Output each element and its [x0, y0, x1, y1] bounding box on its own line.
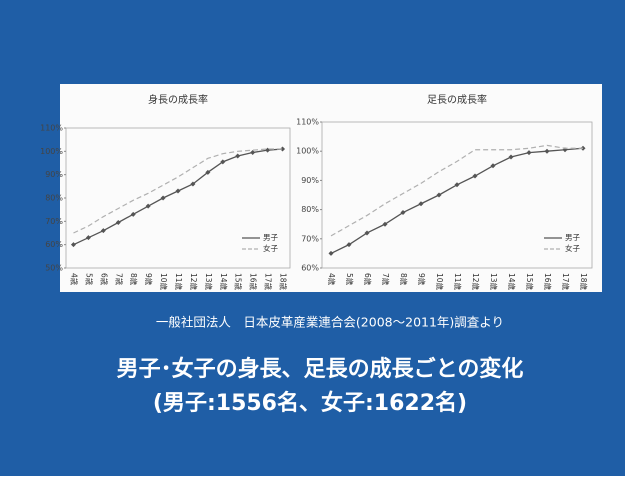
- y-tick-label: 80%: [45, 194, 63, 203]
- point: [436, 192, 442, 198]
- legend-label: 男子: [565, 233, 580, 242]
- series-line: [330, 144, 583, 237]
- point: [190, 181, 196, 187]
- y-tick-label: 110%: [40, 124, 63, 133]
- y-tick-label: 100%: [296, 147, 319, 156]
- plot-frame: [321, 121, 593, 269]
- point: [328, 250, 334, 256]
- legend-label: 男子: [263, 233, 278, 242]
- x-tick-label: 7歳: [114, 273, 124, 286]
- x-tick-label: 17歳: [264, 273, 274, 291]
- point: [250, 150, 256, 155]
- x-tick-label: 5歳: [84, 273, 94, 286]
- series-line: [73, 148, 283, 234]
- point: [508, 154, 514, 160]
- point: [70, 242, 76, 248]
- source: 一般社団法人 日本皮革産業連合会(2008～2011年)調査より: [156, 315, 504, 330]
- y-tick-label: 100%: [40, 147, 63, 156]
- x-tick-label: 14歳: [507, 273, 517, 291]
- chart-panel: [60, 84, 602, 292]
- chart-title: 身長の成長率: [148, 93, 208, 106]
- x-tick-label: 11歳: [453, 273, 463, 291]
- point: [205, 169, 211, 175]
- point: [526, 150, 532, 156]
- x-tick-label: 15歳: [525, 273, 535, 291]
- point: [490, 163, 496, 169]
- x-tick-label: 15歳: [234, 273, 244, 291]
- y-tick-label: 90%: [301, 176, 319, 185]
- y-tick-label: 70%: [301, 234, 319, 243]
- point: [280, 146, 286, 152]
- point: [364, 230, 370, 236]
- x-tick-label: 6歳: [363, 273, 373, 286]
- point: [100, 228, 106, 234]
- x-tick-label: 5歳: [345, 273, 355, 286]
- point: [115, 220, 121, 225]
- x-tick-label: 4歳: [69, 273, 79, 286]
- point: [130, 211, 136, 217]
- x-tick-label: 6歳: [99, 273, 109, 286]
- x-tick-label: 16歳: [249, 273, 259, 291]
- point: [235, 153, 241, 159]
- point: [265, 147, 271, 153]
- x-tick-label: 14歳: [219, 273, 229, 291]
- x-tick-label: 17歳: [561, 273, 571, 291]
- point: [418, 201, 424, 207]
- point: [454, 182, 460, 188]
- y-tick-label: 60%: [45, 240, 63, 249]
- y-tick-label: 50%: [45, 264, 63, 273]
- x-tick-label: 13歳: [204, 273, 214, 291]
- point: [85, 235, 91, 241]
- x-tick-label: 18歳: [279, 273, 289, 291]
- x-tick-label: 7歳: [381, 273, 391, 286]
- point: [472, 173, 478, 179]
- point: [400, 210, 406, 216]
- y-tick-label: 60%: [301, 264, 319, 273]
- x-tick-label: 11歳: [174, 273, 184, 291]
- x-tick-label: 13歳: [489, 273, 499, 291]
- caption: (男子:1556名、女子:1622名): [153, 390, 467, 416]
- x-tick-label: 4歳: [327, 273, 337, 286]
- point: [544, 148, 550, 154]
- point: [145, 203, 151, 209]
- x-tick-label: 10歳: [435, 273, 445, 291]
- x-tick-label: 9歳: [417, 273, 427, 286]
- point: [382, 221, 388, 227]
- point: [346, 242, 352, 248]
- x-tick-label: 18歳: [579, 273, 589, 291]
- y-tick-label: 70%: [45, 217, 63, 226]
- point: [175, 188, 181, 194]
- chart-title: 足長の成長率: [427, 93, 487, 106]
- x-tick-label: 12歳: [471, 273, 481, 291]
- point: [220, 159, 226, 165]
- x-tick-label: 12歳: [189, 273, 199, 291]
- y-tick-label: 80%: [301, 205, 319, 214]
- x-tick-label: 9歳: [144, 273, 154, 286]
- caption: 男子･女子の身長、足長の成長ごとの変化: [117, 356, 524, 382]
- legend-label: 女子: [263, 243, 278, 253]
- x-tick-label: 10歳: [159, 273, 169, 291]
- y-tick-label: 110%: [296, 118, 319, 127]
- x-tick-label: 8歳: [399, 273, 409, 286]
- x-tick-label: 8歳: [129, 273, 139, 286]
- y-tick-label: 90%: [45, 170, 63, 179]
- point: [160, 195, 166, 201]
- x-tick-label: 16歳: [543, 273, 553, 291]
- legend-label: 女子: [565, 243, 580, 253]
